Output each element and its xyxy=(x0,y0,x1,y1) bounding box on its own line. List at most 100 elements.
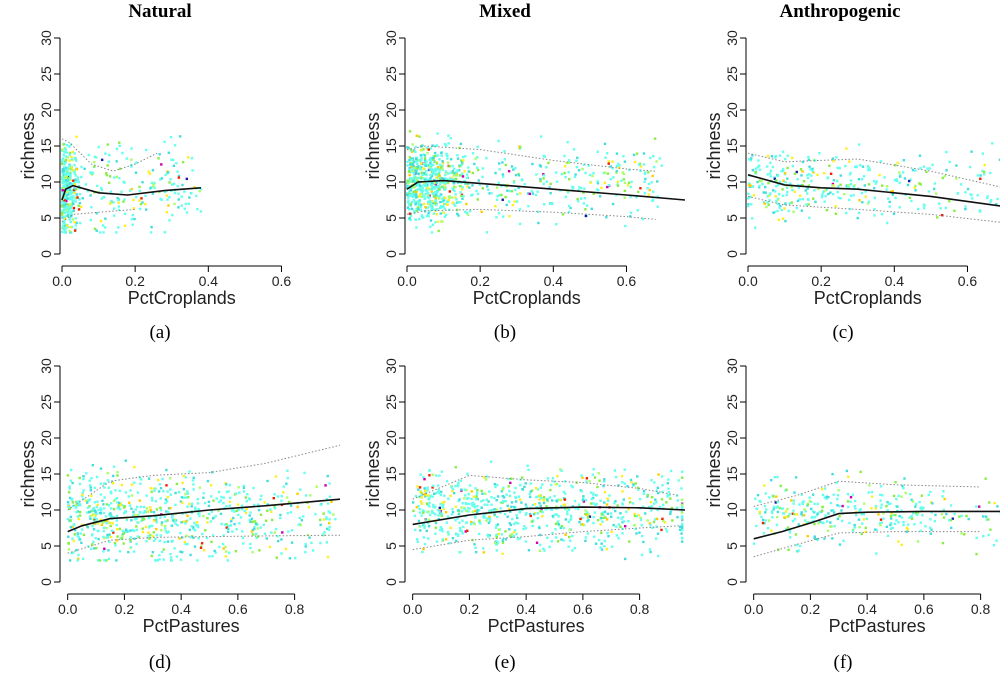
panel-b-point xyxy=(419,153,423,157)
panel-c-point xyxy=(914,169,917,172)
panel-b-point xyxy=(582,163,586,166)
panel-a-point xyxy=(84,183,88,186)
panel-b-point xyxy=(449,158,453,161)
panel-b-point xyxy=(577,200,580,203)
panel-b-point xyxy=(446,200,449,203)
panel-e-point xyxy=(440,470,444,473)
panel-c-point xyxy=(811,167,814,171)
panel-f-point xyxy=(789,536,792,539)
panel-b-point xyxy=(448,165,451,168)
panel-a-point xyxy=(78,192,82,196)
panel-b-point xyxy=(539,177,542,181)
panel-b-point xyxy=(420,214,424,217)
panel-e-point xyxy=(642,489,646,493)
panel-b-point xyxy=(449,178,453,181)
panel-b-point xyxy=(411,163,414,166)
panel-f-point xyxy=(889,522,893,525)
panel-b-point xyxy=(435,144,439,147)
panel-a-point xyxy=(69,220,72,224)
panel-d-point xyxy=(205,536,209,540)
panel-c-point xyxy=(801,160,805,164)
panel-a-point xyxy=(75,221,78,224)
panel-e-point xyxy=(586,532,590,535)
panel-e-point xyxy=(599,499,602,503)
panel-f-point xyxy=(788,531,792,534)
panel-e-point xyxy=(639,516,642,519)
panel-a-point xyxy=(89,218,93,222)
panel-e-point xyxy=(420,496,424,499)
panel-e-point xyxy=(507,485,510,488)
panel-b-point xyxy=(436,166,440,169)
panel-a-point xyxy=(169,177,172,181)
panel-b-point xyxy=(475,189,478,193)
panel-e-point xyxy=(486,517,489,520)
panel-b-point xyxy=(476,198,480,201)
panel-f-point xyxy=(827,495,830,499)
panel-d-point xyxy=(226,530,230,534)
panel-e-point xyxy=(510,532,514,536)
panel-d-point xyxy=(76,515,80,518)
panel-f-point xyxy=(879,499,882,502)
panel-e-point xyxy=(525,506,528,509)
panel-d-point xyxy=(166,510,170,514)
panel-b-point xyxy=(417,172,420,176)
panel-b-point xyxy=(414,166,417,170)
panel-d-point xyxy=(115,523,118,527)
panel-d-point xyxy=(91,508,94,511)
panel-b-point xyxy=(434,190,437,194)
panel-d-point xyxy=(118,508,122,511)
panel-e-point xyxy=(450,513,454,516)
panel-c-ytick-label-20: 20 xyxy=(724,102,740,118)
panel-d-point xyxy=(215,497,218,500)
panel-e-point xyxy=(440,514,444,518)
panel-d-point xyxy=(279,513,282,517)
panel-d-point xyxy=(94,511,98,514)
panel-e-point xyxy=(585,513,588,516)
panel-b-ytick-label-20: 20 xyxy=(383,102,399,118)
panel-b-point xyxy=(436,220,440,223)
panel-c-point xyxy=(986,195,989,198)
panel-f-point xyxy=(914,505,917,508)
panel-b-point xyxy=(486,188,490,191)
panel-b-point xyxy=(501,161,504,164)
panel-d-point xyxy=(328,495,332,498)
panel-a-point xyxy=(175,161,178,165)
panel-b-point xyxy=(567,210,571,214)
panel-e-point xyxy=(578,520,581,524)
panel-b-point xyxy=(415,202,418,205)
panel-a-point xyxy=(93,155,97,158)
panel-a-point xyxy=(66,184,69,187)
panel-a-point xyxy=(118,144,121,148)
panel-e-point xyxy=(647,505,651,509)
panel-d-point xyxy=(229,496,232,500)
panel-e-point xyxy=(642,540,645,544)
panel-c-point xyxy=(750,203,753,206)
panel-b-point xyxy=(438,170,441,174)
panel-e-point xyxy=(524,527,528,530)
panel-b-point xyxy=(431,181,434,184)
panel-a-point xyxy=(163,140,166,144)
panel-c-point xyxy=(807,173,811,176)
panel-e-point xyxy=(564,518,567,521)
panel-d-point xyxy=(220,495,223,499)
panel-a-point xyxy=(75,188,78,191)
panel-b-point xyxy=(430,174,433,178)
panel-f-xtick-label-4: 0.8 xyxy=(971,601,991,617)
panel-e-ci-line-2 xyxy=(412,525,680,551)
panel-b-point xyxy=(435,154,438,158)
panel-c-point xyxy=(848,198,851,202)
panel-e-point xyxy=(503,512,507,516)
panel-a-point xyxy=(72,199,75,202)
column-title-mixed: Mixed xyxy=(479,1,531,22)
panel-f-point xyxy=(755,507,758,510)
panel-b-point xyxy=(588,173,592,177)
panel-b-point xyxy=(578,186,581,189)
panel-c-point xyxy=(860,177,864,181)
panel-b-point xyxy=(456,157,460,160)
panel-a-point xyxy=(64,207,67,210)
panel-d-point xyxy=(266,479,269,483)
panel-e-point xyxy=(557,520,560,523)
panel-e-point xyxy=(439,508,442,511)
panel-a-point xyxy=(199,210,203,213)
panel-d-point xyxy=(75,548,78,552)
